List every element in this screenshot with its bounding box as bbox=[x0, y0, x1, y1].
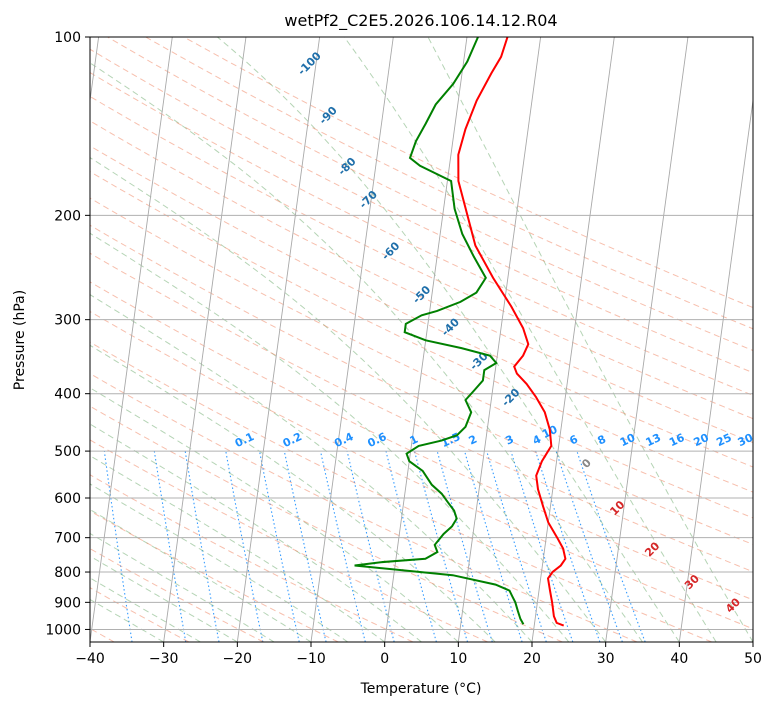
dry-adiabat-line bbox=[90, 71, 753, 396]
mixing-ratio-lines bbox=[103, 450, 646, 642]
y-tick-label: 100 bbox=[54, 30, 81, 46]
mixing-ratio-label: 25 bbox=[714, 431, 733, 449]
moist-adiabat-line bbox=[90, 423, 422, 642]
mixing-ratio-label: 13 bbox=[644, 431, 663, 449]
mixing-ratio-label: 10 bbox=[618, 431, 638, 449]
dry-adiabat-line bbox=[90, 373, 638, 642]
mixing-ratio-line bbox=[319, 450, 366, 642]
y-axis: 1000 900 800 700 600 500 400 300 200 100 bbox=[45, 30, 90, 638]
isotherm-line bbox=[90, 37, 173, 642]
mixing-ratio-line bbox=[225, 451, 264, 642]
moist-adiabat-line bbox=[90, 555, 238, 642]
x-tick-label: 50 bbox=[744, 651, 762, 667]
moist-adiabat-line bbox=[90, 344, 496, 642]
isotherm-line bbox=[457, 37, 542, 642]
x-tick-label: −20 bbox=[223, 651, 253, 667]
moist-adiabat-lines bbox=[90, 37, 753, 642]
x-tick-label: 20 bbox=[523, 651, 541, 667]
mixing-ratio-label: 20 bbox=[692, 431, 712, 449]
moist-adiabat-line bbox=[90, 387, 459, 642]
dry-adiabat-line bbox=[90, 405, 563, 642]
mixing-ratio-line bbox=[555, 450, 623, 642]
isobar-gridlines bbox=[90, 37, 753, 630]
isotherm-line bbox=[605, 37, 689, 642]
dry-adiabat-line bbox=[90, 281, 753, 601]
isotherm-line bbox=[236, 37, 321, 642]
y-tick-label: 800 bbox=[54, 565, 81, 581]
moist-adiabat-line bbox=[90, 577, 201, 642]
x-tick-label: 0 bbox=[380, 651, 389, 667]
mixing-ratio-line bbox=[436, 450, 493, 642]
y-tick-label: 600 bbox=[54, 491, 81, 507]
mixing-ratio-line bbox=[535, 450, 601, 642]
dewpoint-series-line bbox=[354, 37, 525, 625]
moist-adiabat-line bbox=[343, 37, 717, 642]
y-tick-label: 900 bbox=[54, 595, 81, 611]
mixing-ratio-line bbox=[464, 450, 523, 642]
mixing-ratio-label: 30 bbox=[736, 431, 756, 449]
moist-adiabat-line bbox=[90, 232, 570, 642]
isotherm-line bbox=[163, 37, 247, 642]
mixing-ratio-line bbox=[576, 450, 646, 642]
x-tick-label: −10 bbox=[296, 651, 326, 667]
isotherm-line bbox=[531, 37, 615, 642]
mixing-ratio-line bbox=[385, 450, 437, 642]
isotherm-line bbox=[678, 97, 753, 642]
mixing-ratio-line bbox=[258, 450, 300, 642]
chart-title: wetPf2_C2E5.2026.106.14.12.R04 bbox=[284, 11, 557, 31]
mixing-ratio-line bbox=[510, 450, 574, 642]
moist-adiabat-line bbox=[90, 455, 385, 642]
dry-adiabat-line bbox=[90, 171, 753, 493]
mixing-ratio-line bbox=[486, 450, 547, 642]
y-tick-label: 200 bbox=[54, 208, 81, 224]
x-tick-label: 30 bbox=[597, 651, 615, 667]
y-tick-label: 1000 bbox=[45, 622, 81, 638]
dry-adiabat-line bbox=[90, 95, 753, 420]
y-tick-label: 500 bbox=[54, 444, 81, 460]
background-lines bbox=[90, 37, 753, 642]
dry-adiabat-line bbox=[90, 510, 339, 642]
moist-adiabat-line bbox=[90, 156, 607, 642]
dry-adiabat-line bbox=[90, 310, 753, 630]
x-tick-label: −40 bbox=[75, 651, 105, 667]
mixing-ratio-line bbox=[283, 450, 327, 642]
temperature-series-line bbox=[457, 37, 567, 627]
plot-frame bbox=[89, 36, 754, 643]
dry-adiabat-line bbox=[90, 548, 264, 642]
moist-adiabat-line bbox=[427, 37, 753, 642]
moist-adiabat-line bbox=[90, 532, 275, 642]
y-tick-label: 300 bbox=[54, 313, 81, 329]
mixing-ratio-label: 16 bbox=[667, 431, 687, 449]
moist-adiabat-line bbox=[90, 62, 643, 642]
dry-adiabat-line bbox=[145, 37, 753, 330]
y-axis-title: Pressure (hPa) bbox=[12, 290, 28, 390]
y-tick-label: 700 bbox=[54, 531, 81, 547]
moist-adiabat-line bbox=[90, 598, 164, 642]
dry-adiabat-line bbox=[90, 341, 712, 642]
dry-adiabat-line bbox=[90, 224, 753, 545]
x-tick-label: 40 bbox=[670, 651, 688, 667]
moist-adiabat-line bbox=[90, 294, 533, 642]
dry-adiabat-line bbox=[90, 197, 753, 519]
mixing-ratio-line bbox=[413, 450, 469, 642]
x-tick-label: 10 bbox=[449, 651, 467, 667]
dry-adiabat-line bbox=[107, 37, 753, 352]
x-axis: −40 −30 −20 −10 0 10 20 30 40 50 bbox=[75, 642, 762, 667]
profile-lines bbox=[354, 37, 567, 627]
x-axis-title: Temperature (°C) bbox=[360, 681, 482, 697]
isotherm-line bbox=[310, 37, 394, 642]
dry-adiabat-line bbox=[90, 439, 488, 642]
x-tick-label: −30 bbox=[149, 651, 179, 667]
dry-adiabat-lines bbox=[90, 37, 753, 642]
y-tick-label: 400 bbox=[54, 387, 81, 403]
